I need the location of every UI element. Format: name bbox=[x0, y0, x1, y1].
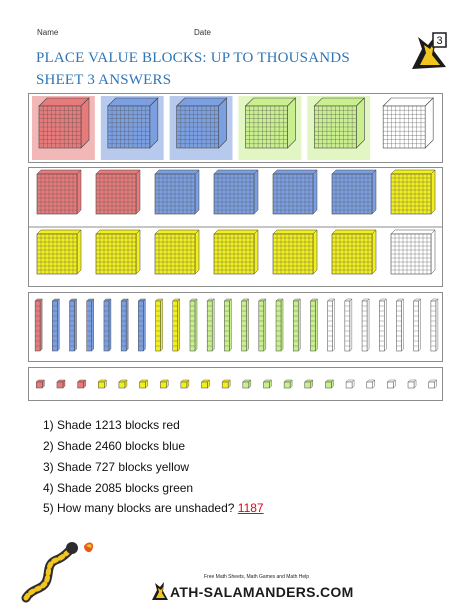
thousand-cube bbox=[32, 96, 95, 160]
thousand-cube bbox=[307, 96, 371, 160]
hundred-flat bbox=[390, 169, 436, 215]
hundred-flat bbox=[272, 229, 318, 275]
one-unit bbox=[56, 379, 66, 389]
thousand-cube bbox=[169, 96, 233, 160]
ten-rod bbox=[69, 298, 78, 352]
hundreds-flats bbox=[29, 168, 442, 291]
ten-rod bbox=[51, 298, 60, 352]
page-subtitle: SHEET 3 ANSWERS bbox=[36, 72, 172, 88]
ten-rod bbox=[120, 298, 129, 352]
answer-value: 1187 bbox=[237, 501, 264, 515]
one-unit bbox=[262, 379, 272, 389]
one-unit bbox=[304, 379, 314, 389]
ten-rod bbox=[34, 298, 43, 352]
one-unit bbox=[283, 379, 293, 389]
thousand-cube bbox=[238, 96, 302, 160]
grade-badge-number: 3 bbox=[436, 35, 442, 47]
ten-rod bbox=[206, 298, 215, 352]
ten-rod bbox=[292, 298, 301, 352]
ones-panel bbox=[28, 367, 443, 401]
tens-panel bbox=[28, 292, 443, 362]
one-unit bbox=[77, 379, 87, 389]
one-unit bbox=[139, 379, 149, 389]
ten-rod bbox=[86, 298, 95, 352]
ten-rod bbox=[378, 298, 387, 352]
hundred-flat bbox=[154, 229, 200, 275]
ten-rod bbox=[258, 298, 267, 352]
one-unit bbox=[118, 379, 128, 389]
salamander-logo: 3 bbox=[406, 27, 452, 73]
question-1: 1) Shade 1213 blocks red bbox=[43, 418, 180, 432]
question-2: 2) Shade 2460 blocks blue bbox=[43, 439, 186, 453]
ones-units bbox=[29, 368, 442, 405]
hundred-flat bbox=[95, 229, 141, 275]
tens-rods bbox=[29, 293, 442, 366]
hundred-flat bbox=[331, 169, 377, 215]
ten-rod bbox=[155, 298, 164, 352]
question-5: 5) How many blocks are unshaded? 1187 bbox=[43, 501, 264, 515]
one-unit bbox=[35, 379, 45, 389]
thousands-cubes bbox=[29, 94, 442, 167]
page-title: PLACE VALUE BLOCKS: UP TO THOUSANDS bbox=[36, 50, 350, 66]
ten-rod bbox=[361, 298, 370, 352]
ten-rod bbox=[413, 298, 422, 352]
ten-rod bbox=[395, 298, 404, 352]
ten-rod bbox=[327, 298, 336, 352]
hundred-flat bbox=[213, 169, 259, 215]
thousands-panel bbox=[28, 93, 443, 163]
ten-rod bbox=[309, 298, 318, 352]
one-unit bbox=[97, 379, 107, 389]
one-unit bbox=[407, 379, 417, 389]
hundred-flat bbox=[272, 169, 318, 215]
one-unit bbox=[366, 379, 376, 389]
hundred-flat bbox=[390, 229, 436, 275]
hundreds-panel bbox=[28, 167, 443, 287]
thousand-cube bbox=[376, 96, 439, 160]
name-label: Name bbox=[37, 28, 59, 37]
question-4: 4) Shade 2085 blocks green bbox=[43, 481, 194, 495]
ten-rod bbox=[275, 298, 284, 352]
ten-rod bbox=[103, 298, 112, 352]
question-3: 3) Shade 727 blocks yellow bbox=[43, 460, 190, 474]
one-unit bbox=[386, 379, 396, 389]
one-unit bbox=[324, 379, 334, 389]
one-unit bbox=[428, 379, 438, 389]
ten-rod bbox=[137, 298, 146, 352]
hundred-flat bbox=[36, 229, 82, 275]
footer-tagline: Free Math Sheets, Math Games and Math He… bbox=[204, 574, 310, 580]
hundred-flat bbox=[95, 169, 141, 215]
thousand-cube bbox=[100, 96, 164, 160]
ten-rod bbox=[241, 298, 250, 352]
ten-rod bbox=[189, 298, 198, 352]
hundred-flat bbox=[331, 229, 377, 275]
hundred-flat bbox=[213, 229, 259, 275]
one-unit bbox=[159, 379, 169, 389]
one-unit bbox=[201, 379, 211, 389]
ten-rod bbox=[223, 298, 232, 352]
footer-brand: ATH-SALAMANDERS.COM bbox=[170, 584, 354, 600]
one-unit bbox=[180, 379, 190, 389]
ten-rod bbox=[172, 298, 181, 352]
ten-rod bbox=[344, 298, 353, 352]
hundred-flat bbox=[36, 169, 82, 215]
hundred-flat bbox=[154, 169, 200, 215]
one-unit bbox=[345, 379, 355, 389]
salamander-mascot bbox=[18, 538, 108, 608]
one-unit bbox=[242, 379, 252, 389]
question-5-text: 5) How many blocks are unshaded? bbox=[43, 501, 235, 515]
ten-rod bbox=[430, 298, 439, 352]
date-label: Date bbox=[194, 28, 211, 37]
one-unit bbox=[221, 379, 231, 389]
footer-logo-icon bbox=[150, 580, 170, 602]
